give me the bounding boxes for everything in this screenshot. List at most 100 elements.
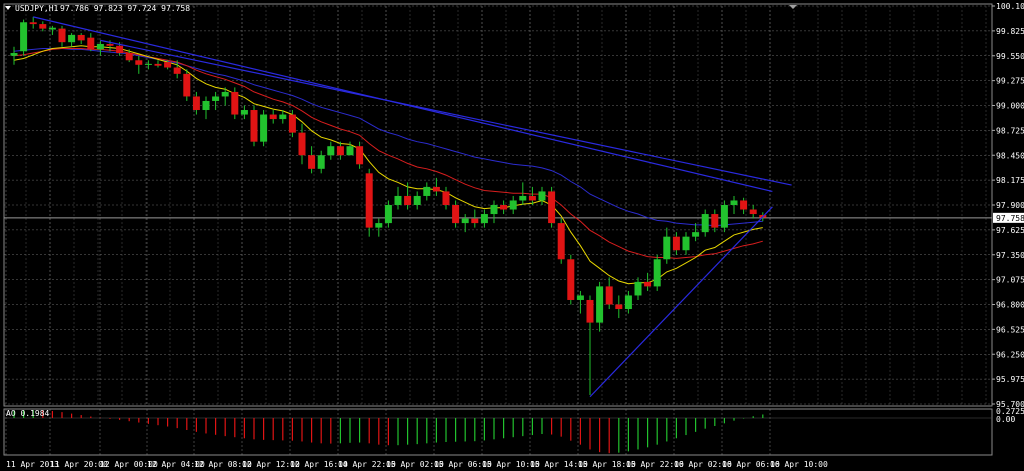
candle-bear [135, 60, 143, 65]
x-tick-label: 12 Apr 08:00 [194, 460, 252, 469]
candle-bull [10, 53, 18, 56]
candle-bear [605, 286, 613, 305]
ao-scale-top: 0.2725 [996, 407, 1024, 416]
candle-bull [653, 259, 661, 287]
candles [10, 16, 767, 395]
ma-mid-line [13, 48, 763, 259]
candle-bear [298, 132, 306, 156]
candle-bear [29, 22, 37, 25]
candle-bull [509, 200, 517, 210]
x-tick-label: 15 Apr 02:00 [386, 460, 444, 469]
candle-bear [528, 195, 536, 201]
indicator-header: AO 0.1984 0.2725 0.00 [6, 407, 1024, 424]
trendline [100, 39, 792, 186]
candle-bear [672, 236, 680, 251]
y-tick-label: 96.525 [996, 325, 1024, 334]
candle-bear [356, 146, 364, 165]
candle-bull [144, 63, 152, 65]
trendlines [33, 16, 792, 398]
candle-bull [279, 114, 287, 120]
candle-bull [519, 195, 527, 201]
candle-bear [644, 281, 652, 287]
symbol-label: USDJPY,H1 [15, 4, 59, 13]
y-tick-label: 95.975 [996, 375, 1024, 384]
candle-bear [615, 304, 623, 310]
candle-bear [404, 195, 412, 205]
y-tick-label: 100.100 [996, 2, 1024, 11]
candle-bull [682, 236, 690, 251]
candle-bear [711, 214, 719, 228]
candle-bull [413, 195, 421, 205]
candle-bear [77, 34, 85, 41]
candle-bear [288, 114, 296, 133]
candle-bear [442, 191, 450, 205]
candle-bear [471, 218, 479, 224]
y-tick-label: 99.275 [996, 77, 1024, 86]
candle-bear [154, 63, 162, 66]
candle-bull [327, 146, 335, 156]
ma-slow-line [13, 48, 763, 227]
ao-scale-zero: 0.00 [996, 415, 1015, 424]
candle-bull [48, 27, 56, 30]
y-tick-label: 97.900 [996, 201, 1024, 210]
candle-bull [384, 205, 392, 224]
y-tick-label: 99.550 [996, 52, 1024, 61]
candle-bear [500, 205, 508, 210]
x-tick-label: 16 Apr 10:00 [770, 460, 828, 469]
x-tick-label: 15 Apr 18:00 [578, 460, 636, 469]
candle-bull [317, 155, 325, 169]
candle-bull [490, 205, 498, 215]
candle-bull [221, 91, 229, 97]
candle-bear [39, 24, 47, 29]
y-tick-label: 95.700 [996, 400, 1024, 409]
candle-bull [538, 191, 546, 201]
candle-bull [346, 146, 354, 156]
x-tick-label: 11 Apr 20:00 [50, 460, 108, 469]
candle-bull [480, 214, 488, 224]
candle-bear [740, 200, 748, 210]
x-tick-label: 15 Apr 22:00 [626, 460, 684, 469]
candle-bear [432, 186, 440, 192]
chart-header: USDJPY,H1 97.786 97.823 97.724 97.758 [5, 4, 190, 13]
x-tick-label: 12 Apr 12:00 [242, 460, 300, 469]
candle-bear [183, 73, 191, 97]
candle-bear [567, 259, 575, 300]
candle-bull [624, 295, 632, 310]
y-tick-label: 97.625 [996, 226, 1024, 235]
candle-bear [250, 110, 258, 142]
candle-bull [96, 43, 104, 50]
candle-bear [365, 173, 373, 228]
y-tick-label: 96.250 [996, 350, 1024, 359]
current-price-tag-bg [993, 212, 1024, 223]
candle-bull [730, 200, 738, 205]
candle-bull [20, 22, 28, 52]
candle-bull [68, 34, 76, 43]
axes [3, 3, 995, 456]
x-tick-label: 12 Apr 16:00 [290, 460, 348, 469]
candle-bear [106, 43, 114, 46]
candle-bear [116, 45, 124, 54]
candle-bear [192, 96, 200, 111]
ao-pane-frame [3, 408, 993, 456]
y-tick-label: 99.825 [996, 27, 1024, 36]
trendline [589, 206, 773, 398]
price-scale: 100.100 99.825 99.550 99.275 99.000 98.725 98.… [996, 2, 1024, 409]
candle-bull [461, 218, 469, 224]
candle-bull [720, 205, 728, 228]
shift-marker-icon[interactable] [789, 5, 797, 9]
candle-bear [749, 209, 757, 215]
x-tick-label: 14 Apr 22:00 [338, 460, 396, 469]
x-tick-label: 11 Apr 2013 [6, 460, 59, 469]
y-tick-label: 96.800 [996, 301, 1024, 310]
candle-bull [240, 110, 248, 115]
candle-bull [394, 195, 402, 205]
candle-bull [576, 295, 584, 300]
y-tick-label: 98.725 [996, 126, 1024, 135]
x-tick-label: 15 Apr 14:00 [530, 460, 588, 469]
y-tick-label: 97.075 [996, 276, 1024, 285]
symbol-menu-icon[interactable] [5, 6, 11, 10]
candle-bear [87, 37, 95, 50]
